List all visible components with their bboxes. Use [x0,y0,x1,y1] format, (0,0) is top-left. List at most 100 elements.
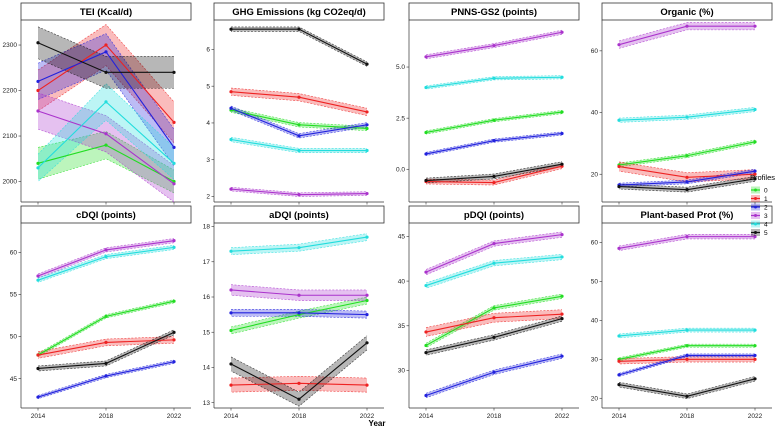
y-tick-label: 40 [398,278,406,285]
band-upper-profile-4 [37,244,175,279]
panel-pdqi-points: pDQI (points) 30 35 40 45 2014 2018 2022 [398,205,580,420]
y-tick-label: 45 [10,376,18,383]
band-lower-profile-3 [37,242,175,279]
legend-label: 5 [764,230,768,237]
panel-strip [20,205,192,224]
band-lower-profile-3 [230,294,367,301]
x-tick-label: 2018 [487,413,502,420]
data-point-profile-3 [172,182,176,186]
band-upper-profile-3 [618,233,755,247]
legend-label: 0 [764,187,768,194]
data-point-profile-2 [365,123,369,127]
band-lower-profile-4 [230,240,368,256]
data-point-profile-0 [753,344,757,348]
data-point-profile-1 [172,120,176,124]
x-tick-label: 2022 [167,413,182,420]
band-lower-profile-2 [37,69,175,166]
band-upper-profile-1 [230,87,368,109]
panels-layer: TEI (Kcal/d)2000210022002300201420182022… [3,2,773,420]
legend-label: 1 [764,196,768,203]
panel-ghg-emissions-kg-co2eq-d: GHG Emissions (kg CO2eq/d)23456201420182… [206,2,385,214]
data-point-profile-4 [365,235,369,239]
band-upper-profile-5 [231,26,368,63]
data-point-profile-4 [560,255,564,259]
series-line-profile-0 [37,300,175,356]
data-point-profile-0 [365,126,369,131]
band-upper-profile-2 [37,359,175,396]
data-point-profile-5 [492,335,496,339]
data-point-profile-1 [753,357,757,361]
data-point-profile-3 [229,288,233,292]
data-point-profile-4 [229,249,233,253]
legend-entry-2: 2 [751,203,768,211]
y-tick-label: 15 [203,329,211,336]
band-profile-3 [619,22,755,49]
y-tick-label: 13 [203,400,211,407]
band-profile-3 [38,92,174,202]
data-point-profile-0 [753,140,757,144]
panel-strip [20,2,192,21]
data-point-profile-3 [617,246,621,250]
band-profile-2 [619,169,755,187]
data-point-profile-1 [492,180,496,185]
data-point-profile-1 [365,110,369,114]
data-point-profile-4 [753,328,757,332]
band-profile-2 [619,353,755,377]
band-upper-profile-1 [230,375,368,379]
legend-entry-3: 3 [751,212,768,220]
data-point-profile-0 [685,154,689,158]
data-point-profile-0 [172,299,176,303]
panel-title: cDQI (points) [76,210,136,221]
band-profile-5 [426,161,562,183]
y-tick-label: 4 [206,120,210,127]
band-upper-profile-3 [230,186,368,194]
data-point-profile-4 [617,118,621,122]
data-point-profile-4 [172,161,176,165]
legend-key-point [754,197,757,200]
band-lower-profile-2 [230,110,368,139]
legend-key-point [754,214,757,217]
data-point-profile-2 [297,311,301,315]
band-lower-profile-4 [618,331,755,339]
band-lower-profile-0 [37,158,175,194]
x-tick-label: 2018 [99,413,114,420]
data-point-profile-2 [560,354,564,358]
band-lower-profile-5 [618,181,756,193]
data-point-profile-5 [753,177,757,181]
band-profile-4 [426,75,562,90]
legend-title: Profiles [750,173,775,182]
band-upper-profile-4 [230,233,368,248]
band-profile-2 [38,360,174,399]
y-tick-label: 18 [203,224,211,231]
legend-entry-0: 0 [751,186,768,194]
band-lower-profile-4 [425,259,563,289]
data-point-profile-4 [424,283,428,288]
band-upper-profile-4 [618,327,755,335]
data-point-profile-0 [560,294,564,298]
data-point-profile-5 [560,162,564,166]
x-tick-label: 2014 [612,413,627,420]
legend-label: 4 [764,221,768,228]
data-point-profile-3 [492,43,496,48]
data-point-profile-1 [560,312,564,316]
x-tick-label: 2022 [555,413,570,420]
band-profile-0 [38,299,174,357]
y-tick-label: 16 [203,294,211,301]
band-lower-profile-1 [425,318,563,337]
band-lower-profile-5 [37,334,175,372]
panel-title: PNNS-GS2 (points) [451,7,537,18]
band-profile-3 [619,234,755,251]
data-point-profile-5 [297,27,301,31]
data-point-profile-0 [492,118,496,122]
data-point-profile-3 [297,193,301,197]
data-point-profile-1 [753,172,757,176]
data-point-profile-5 [229,27,233,31]
y-tick-label: 2100 [3,133,18,140]
data-point-profile-2 [753,353,757,358]
panel-title: aDQI (points) [269,210,329,221]
y-tick-label: 60 [591,48,599,55]
panel-plant-based-prot: Plant-based Prot (%) 20 30 40 50 60 2014 2018 20… [591,205,773,420]
band-upper-profile-4 [230,136,367,149]
band-upper-profile-0 [230,296,368,328]
data-point-profile-5 [424,178,428,183]
